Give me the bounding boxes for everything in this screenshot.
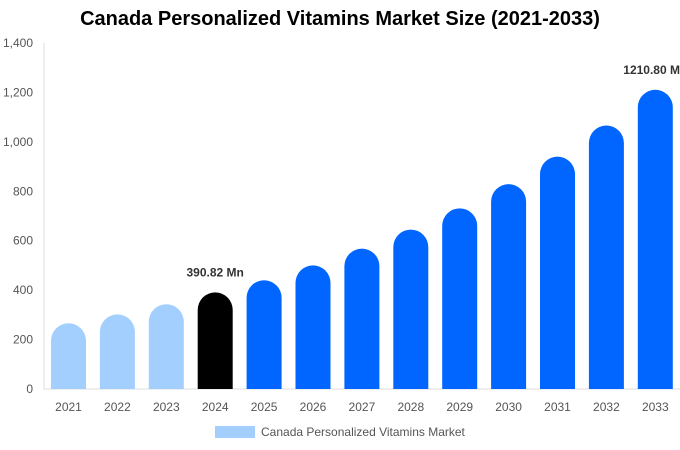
bar-2031: [540, 156, 575, 389]
x-tick-label: 2029: [446, 400, 473, 414]
bar-2032: [588, 125, 624, 389]
bar-2027: [344, 248, 380, 389]
bar-2022: [99, 314, 135, 389]
bar-2025: [246, 280, 282, 389]
bar-2033: [637, 89, 673, 389]
legend-swatch: [215, 426, 255, 438]
y-tick-label: 800: [13, 184, 33, 198]
bar-2030: [491, 184, 527, 389]
legend-label: Canada Personalized Vitamins Market: [261, 425, 465, 439]
bar-2026: [295, 265, 331, 389]
y-tick-label: 1,200: [3, 85, 33, 99]
y-tick-label: 200: [13, 333, 33, 347]
bar-2024: [197, 292, 233, 389]
y-tick-label: 1,000: [3, 135, 33, 149]
x-tick-label: 2032: [593, 400, 620, 414]
bar-2029: [442, 208, 478, 389]
x-tick-label: 2024: [202, 400, 229, 414]
data-label: 390.82 Mn: [187, 265, 244, 279]
x-tick-label: 2027: [349, 400, 376, 414]
x-tick-label: 2021: [55, 400, 82, 414]
x-tick-label: 2028: [397, 400, 424, 414]
x-tick-label: 2030: [495, 400, 522, 414]
y-tick-label: 600: [13, 234, 33, 248]
bar-2028: [393, 229, 429, 389]
x-tick-label: 2031: [544, 400, 571, 414]
data-label: 1210.80 Mn: [623, 63, 680, 77]
x-tick-label: 2023: [153, 400, 180, 414]
chart-title: Canada Personalized Vitamins Market Size…: [80, 8, 600, 30]
x-tick-label: 2033: [642, 400, 669, 414]
legend: Canada Personalized Vitamins Market: [215, 425, 465, 439]
bar-2021: [51, 323, 86, 389]
bar-2023: [148, 304, 184, 389]
y-tick-label: 0: [26, 382, 33, 396]
x-tick-label: 2026: [300, 400, 327, 414]
y-tick-label: 1,400: [3, 36, 33, 50]
x-tick-label: 2025: [251, 400, 278, 414]
y-tick-label: 400: [13, 283, 33, 297]
x-tick-label: 2022: [104, 400, 131, 414]
